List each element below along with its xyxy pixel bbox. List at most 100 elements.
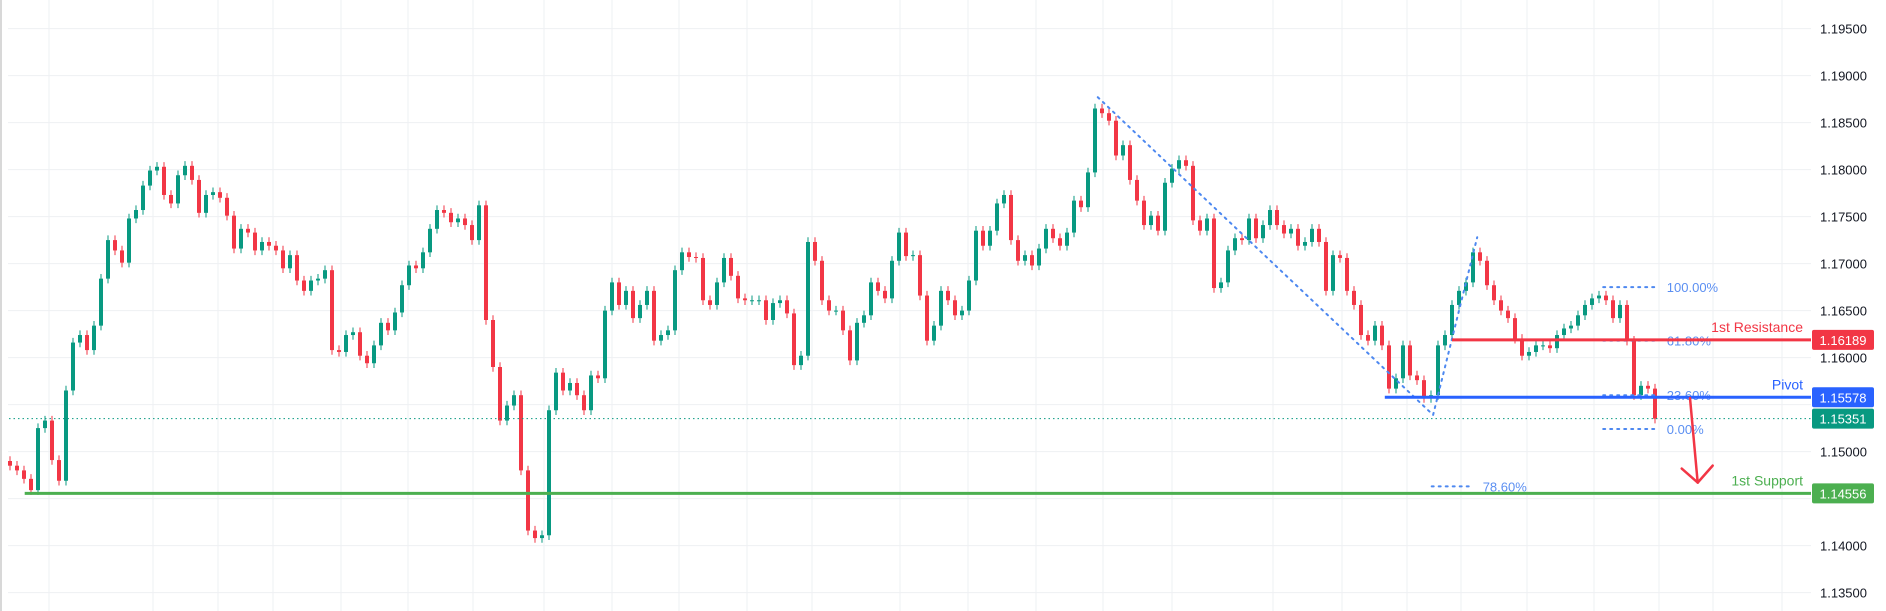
candle-body xyxy=(379,322,383,346)
candle-body xyxy=(211,192,215,195)
candle-body xyxy=(743,298,747,301)
candle-body xyxy=(36,428,40,491)
candle-body xyxy=(1422,380,1426,399)
candle xyxy=(442,205,446,218)
candle xyxy=(1233,233,1237,256)
candle xyxy=(141,180,145,215)
candle-body xyxy=(526,470,530,531)
candle-body xyxy=(1156,215,1160,231)
candle-body xyxy=(757,300,761,302)
candle-body xyxy=(764,300,768,320)
candle xyxy=(169,190,173,209)
candle-body xyxy=(1562,328,1566,336)
candle xyxy=(78,330,82,348)
candle-body xyxy=(1128,145,1132,180)
candle-body xyxy=(1485,260,1489,286)
candle-body xyxy=(617,282,621,305)
candle xyxy=(1359,300,1363,340)
candle-body xyxy=(57,460,61,481)
candle xyxy=(57,455,61,486)
candle-body xyxy=(1198,220,1202,231)
candle xyxy=(99,273,103,331)
candle xyxy=(918,250,922,301)
candle-body xyxy=(1072,200,1076,233)
candle-body xyxy=(1058,238,1062,246)
candle-body xyxy=(750,300,754,302)
candle-body xyxy=(316,278,320,281)
candle-body xyxy=(421,252,425,269)
candle-body xyxy=(365,355,369,364)
candle-body xyxy=(1233,238,1237,251)
price-label-1st-support-text: 1.14556 xyxy=(1820,486,1867,501)
candle xyxy=(890,256,894,304)
candle xyxy=(1506,305,1510,323)
candle-body xyxy=(456,218,460,223)
candle-body xyxy=(204,194,208,213)
candle-body xyxy=(1415,375,1419,381)
candle-body xyxy=(918,255,922,296)
candle-body xyxy=(624,290,628,305)
candle-body xyxy=(400,285,404,313)
candle-body xyxy=(946,290,950,301)
candle-body xyxy=(1310,228,1314,242)
price-axis[interactable]: 1.19500 1.19000 1.18500 1.18000 1.17500 1.170… xyxy=(1812,22,1874,601)
candle xyxy=(806,237,810,361)
candle-body xyxy=(708,300,712,305)
down-arrow-icon[interactable] xyxy=(1680,396,1714,484)
candle-body xyxy=(729,257,733,276)
candle-body xyxy=(1345,257,1349,291)
candle xyxy=(904,227,908,261)
candle xyxy=(757,295,761,305)
candle-body xyxy=(435,210,439,229)
candle-body xyxy=(568,382,572,391)
candle-body xyxy=(547,410,551,536)
candle xyxy=(148,165,152,191)
candle-body xyxy=(29,478,33,491)
level-name: 1st Support xyxy=(1731,472,1803,488)
candle-body xyxy=(1464,282,1468,291)
candle-body xyxy=(631,290,635,319)
candle-body xyxy=(561,372,565,391)
candle xyxy=(827,295,831,316)
candle xyxy=(547,405,551,540)
candle xyxy=(561,367,565,396)
candle xyxy=(974,226,978,286)
candle xyxy=(1163,178,1167,236)
zigzag-trend-line[interactable] xyxy=(1096,96,1479,417)
candle-body xyxy=(484,205,488,320)
candle-body xyxy=(1016,240,1020,261)
candle xyxy=(855,318,859,366)
candle xyxy=(309,275,313,296)
candle-body xyxy=(1338,255,1342,258)
candle xyxy=(1562,323,1566,340)
candle-body xyxy=(344,335,348,352)
candle xyxy=(554,367,558,415)
y-tick-label: 1.13500 xyxy=(1820,586,1867,601)
candle-body xyxy=(799,355,803,366)
candle-body xyxy=(960,310,964,316)
candle xyxy=(435,205,439,234)
y-tick-label: 1.16500 xyxy=(1820,304,1867,319)
candle-body xyxy=(820,260,824,301)
candle-body xyxy=(92,325,96,351)
candle xyxy=(295,250,299,286)
candle xyxy=(337,345,341,357)
candle-body xyxy=(190,165,194,180)
candle-body xyxy=(925,295,929,341)
candle xyxy=(1191,161,1195,226)
candle-body xyxy=(1023,255,1027,261)
candle xyxy=(764,295,768,325)
price-label-1st-resistance-text: 1.16189 xyxy=(1820,333,1867,348)
candle xyxy=(1303,237,1307,251)
candle xyxy=(1394,373,1398,394)
candle xyxy=(1464,277,1468,296)
price-label-pivot: 1.15578 xyxy=(1812,387,1874,408)
candle xyxy=(134,205,138,224)
y-tick-label: 1.18000 xyxy=(1820,163,1867,178)
candle xyxy=(1009,190,1013,245)
candle xyxy=(1548,340,1552,353)
candle xyxy=(512,390,516,411)
candle-body xyxy=(1436,345,1440,396)
candle xyxy=(386,318,390,336)
